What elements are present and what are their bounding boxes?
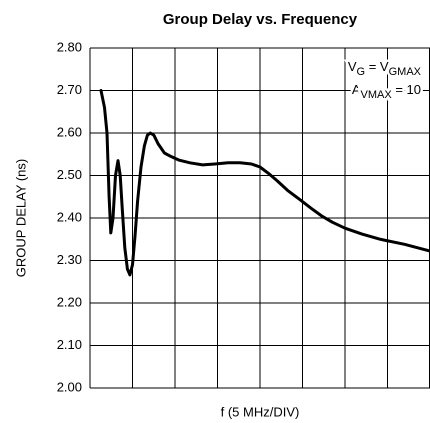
y-tick-label: 2.70 xyxy=(57,82,82,97)
y-tick-label: 2.80 xyxy=(57,39,82,54)
annotation-part: VMAX xyxy=(361,89,393,101)
y-tick-label: 2.50 xyxy=(57,167,82,182)
annotation-part: = V xyxy=(365,59,389,74)
annotation-part: A xyxy=(352,82,361,97)
annotation-part: G xyxy=(357,66,366,78)
x-axis-label: f (5 MHz/DIV) xyxy=(221,404,300,419)
y-axis-label: GROUP DELAY (ns) xyxy=(13,159,28,277)
chart-title: Group Delay vs. Frequency xyxy=(163,11,358,28)
y-tick-label: 2.40 xyxy=(57,209,82,224)
annotation: AVMAX = 10 xyxy=(352,82,421,100)
y-tick-label: 2.10 xyxy=(57,337,82,352)
y-tick-label: 2.20 xyxy=(57,294,82,309)
annotation-part: = 10 xyxy=(392,82,421,97)
annotation-part: V xyxy=(348,59,357,74)
data-line xyxy=(99,89,430,277)
y-tick-label: 2.00 xyxy=(57,379,82,394)
y-tick-label: 2.30 xyxy=(57,252,82,267)
y-tick-label: 2.60 xyxy=(57,124,82,139)
annotation-part: GMAX xyxy=(389,66,422,78)
annotation: VG = VGMAX xyxy=(348,59,422,77)
